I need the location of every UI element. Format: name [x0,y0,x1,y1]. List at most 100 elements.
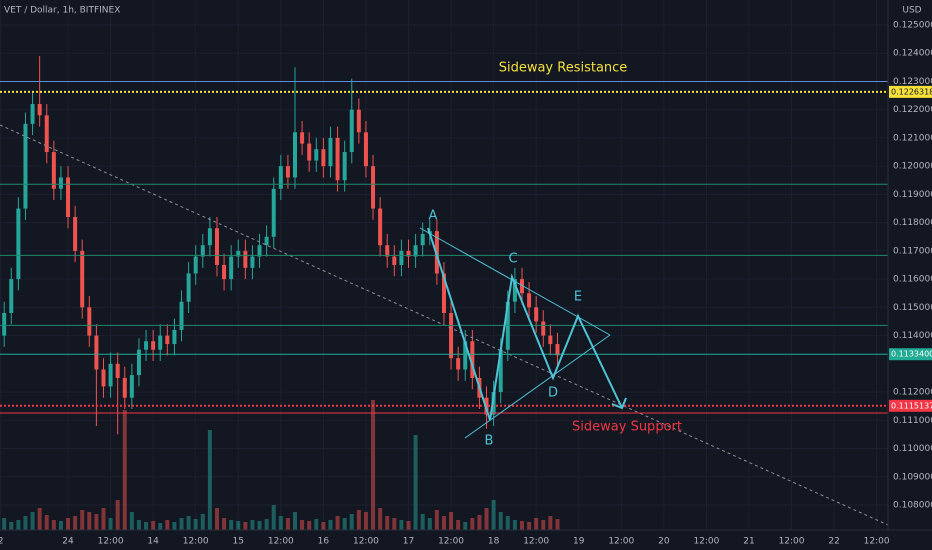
volume-bar [44,515,49,530]
point-label: B [485,434,494,449]
volume-bar [207,430,212,530]
volume-bar [172,522,177,530]
candle-body [250,256,255,268]
candle-body [534,307,539,322]
candle-body [527,293,532,308]
volume-bar [371,400,376,530]
candle-body [122,377,127,398]
x-tick-label: 12:00 [98,537,124,547]
volume-bar [470,518,475,530]
volume-bar [498,512,503,530]
candle-body [66,177,71,217]
y-tick-label: 0.11800000 [893,218,932,228]
candle-body [420,233,425,246]
candle-body [456,358,461,370]
volume-bar [413,435,418,530]
x-tick-label: 21 [743,537,754,547]
volume-bar [420,514,425,530]
y-tick-label: 0.12000000 [893,162,932,172]
candle-body [115,363,120,378]
candle-body [335,137,340,181]
volume-bar [144,522,149,530]
candle-body [58,177,63,189]
volume-bar [399,520,404,530]
volume-bar [477,515,482,530]
candle-body [378,208,383,246]
candle-body [158,335,163,350]
x-tick-label: 12:00 [693,537,719,547]
volume-bar [108,518,113,530]
volume-bar [484,508,489,530]
x-tick-label: 12:00 [523,537,549,547]
candle-body [271,188,276,237]
candle-body [392,256,397,265]
candle-body [144,341,149,350]
volume-bar [548,516,553,530]
triangle-lower [464,334,611,439]
candle-body [243,250,248,268]
x-tick-label: 12:00 [864,537,890,547]
candle-body [470,341,475,378]
volume-bar [243,522,248,530]
y-tick-label: 0.12400000 [893,49,932,59]
volume-bar [236,521,241,530]
volume-bar [356,510,361,530]
y-tick-label: 0.12300000 [893,77,932,87]
volume-bar [264,519,269,530]
candle-body [399,250,404,265]
volume-bar [151,521,156,530]
volume-bar [37,508,42,530]
volume-bar [23,516,28,530]
candle-body [229,256,234,280]
volume-bar [285,518,290,530]
candle-body [44,115,49,153]
candle-body [37,104,42,116]
candle-body [413,245,418,257]
candle-body [321,149,326,167]
y-tick-label: 0.11500000 [893,303,932,313]
volume-bar [527,522,532,530]
symbol-title: VET / Dollar, 1h, BITFINEX [4,6,120,16]
pattern [419,227,627,439]
y-tick-label: 0.11600000 [893,275,932,285]
volume-bar [186,516,191,530]
volume-bar [51,520,56,530]
volume-bar [193,519,198,530]
y-tick-label: 0.12500000 [893,20,932,30]
candle-body [101,369,106,387]
candle-body [548,335,553,345]
support-label: Sideway Support [572,420,682,435]
volume-bar [456,520,461,530]
x-tick-label: 19 [573,537,585,547]
y-tick-label: 0.11000000 [893,444,932,454]
volume-bar [136,520,141,530]
candle-body [165,335,170,345]
candle-body [136,349,141,376]
volume-bar [200,514,205,530]
volume-bar [9,522,14,530]
volume-bar [222,518,227,530]
candle-body [222,265,227,280]
volume-bar [2,518,7,530]
currency: USD [902,6,921,16]
volume-bar [307,521,312,530]
volume-bar [434,510,439,530]
volume-bar [16,520,21,530]
volume-bar [441,516,446,530]
candle-body [30,104,35,124]
volume-bar [87,512,92,530]
candle-body [129,375,134,398]
volume-bar [463,522,468,530]
volume-bar [449,512,454,530]
candle-body [94,335,99,370]
volume-bar [427,518,432,530]
price-tag-label: 0.11151374 [891,401,932,410]
point-label: C [508,252,517,267]
point-label: E [574,290,582,305]
candle-body [541,321,546,336]
volume-bar [257,521,262,530]
candle-body [193,256,198,274]
x-tick-label: 14 [147,537,159,547]
